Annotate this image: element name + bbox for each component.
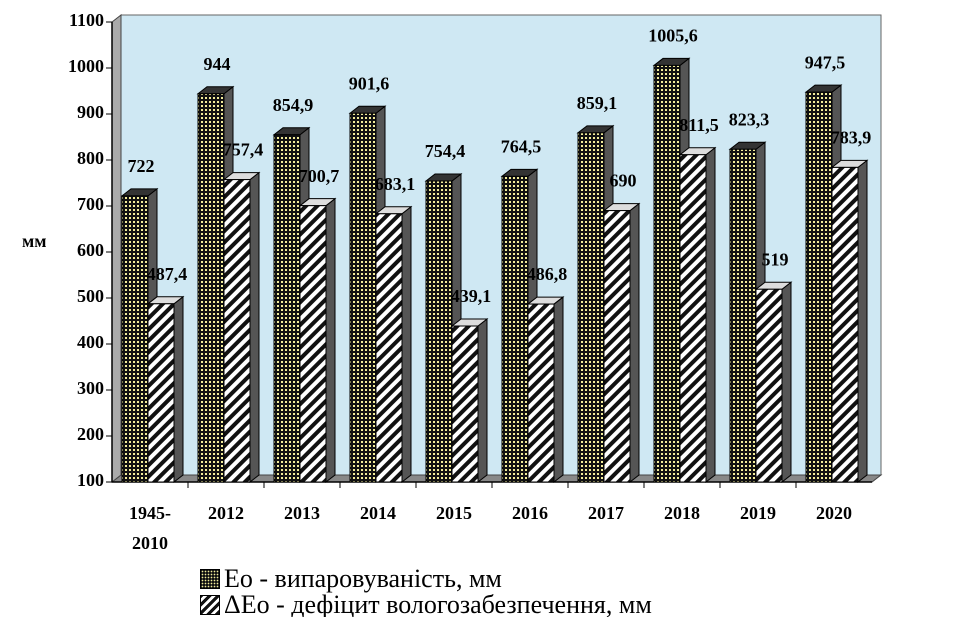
y-tick-label: 600 <box>77 240 104 260</box>
bar <box>755 288 783 483</box>
data-label: 811,5 <box>679 115 719 135</box>
y-tick-label: 400 <box>77 332 104 352</box>
y-axis-label: мм <box>22 231 47 251</box>
bar-side <box>857 159 868 484</box>
y-tick-label: 1000 <box>68 56 104 76</box>
bar <box>349 112 377 483</box>
x-tick-label: 1945-2010 <box>129 503 171 553</box>
bar <box>729 148 757 483</box>
data-label: 700,7 <box>299 166 340 186</box>
bar-side <box>173 295 184 484</box>
data-label: 757,4 <box>223 140 264 160</box>
bar <box>147 303 175 483</box>
side-wall <box>111 13 122 484</box>
bar <box>197 93 225 483</box>
data-label: 519 <box>762 249 789 269</box>
bar-side <box>325 197 336 484</box>
bar <box>527 303 555 483</box>
data-label: 944 <box>204 54 231 74</box>
bar <box>577 132 605 483</box>
legend-label: Eo - випаровуваність, мм <box>224 564 502 593</box>
legend-entry: Eo - випаровуваність, мм <box>200 566 502 592</box>
data-label: 754,4 <box>425 141 466 161</box>
bar-side <box>401 205 412 484</box>
legend-label: ΔEo - дефіцит вологозабезпечення, мм <box>224 590 652 617</box>
x-tick-label: 2014 <box>360 503 396 523</box>
data-label: 487,4 <box>147 264 188 284</box>
data-label: 854,9 <box>273 95 314 115</box>
y-tick-label: 900 <box>77 102 104 122</box>
x-tick-label: 2016 <box>512 503 548 523</box>
legend-entry: ΔEo - дефіцит вологозабезпечення, мм <box>200 592 652 617</box>
x-tick-label: 2020 <box>816 503 852 523</box>
bar-side <box>629 202 640 484</box>
data-label: 486,8 <box>527 264 568 284</box>
data-label: 683,1 <box>375 174 416 194</box>
x-tick-label: 2017 <box>588 503 624 523</box>
data-label: 783,9 <box>831 128 872 148</box>
data-label: 1005,6 <box>648 26 698 46</box>
data-label: 823,3 <box>729 109 770 129</box>
bar <box>501 175 529 483</box>
bar <box>805 91 833 483</box>
bar <box>223 179 251 483</box>
legend-swatch <box>200 595 220 615</box>
bar <box>451 325 479 483</box>
y-tick-label: 200 <box>77 424 104 444</box>
bar <box>299 205 327 483</box>
x-tick-label: 2019 <box>740 503 776 523</box>
y-tick-label: 500 <box>77 286 104 306</box>
bar-side <box>477 317 488 484</box>
bar <box>273 134 301 483</box>
x-tick-label: 2012 <box>208 503 244 523</box>
bar-side <box>705 146 716 484</box>
bar-side <box>249 171 260 484</box>
y-tick-label: 300 <box>77 378 104 398</box>
bar <box>425 180 453 483</box>
y-tick-label: 700 <box>77 194 104 214</box>
x-tick-label: 2018 <box>664 503 700 523</box>
bar <box>653 64 681 483</box>
bar <box>375 213 403 483</box>
data-label: 859,1 <box>577 93 618 113</box>
bar-side <box>553 296 564 484</box>
x-tick-label: 2015 <box>436 503 472 523</box>
y-tick-label: 800 <box>77 148 104 168</box>
data-label: 722 <box>128 156 155 176</box>
data-label: 690 <box>610 171 637 191</box>
y-tick-label: 100 <box>77 470 104 490</box>
legend-swatch <box>200 569 220 589</box>
bar <box>121 195 149 483</box>
data-label: 901,6 <box>349 73 390 93</box>
data-label: 764,5 <box>501 136 542 156</box>
data-label: 947,5 <box>805 52 846 72</box>
bar-side <box>781 281 792 484</box>
x-tick-label: 2013 <box>284 503 320 523</box>
y-tick-label: 1100 <box>69 10 104 30</box>
bar <box>603 210 631 483</box>
bar <box>831 166 859 483</box>
bar <box>679 154 707 483</box>
data-label: 439,1 <box>451 286 492 306</box>
